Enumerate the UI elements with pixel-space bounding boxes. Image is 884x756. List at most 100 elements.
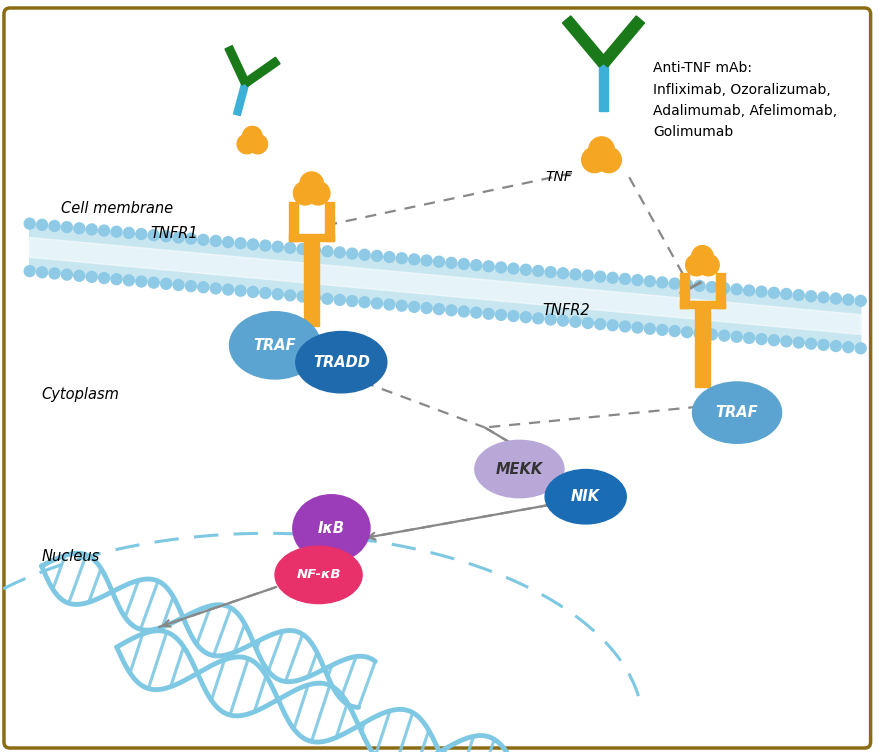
Bar — [325, 202, 334, 241]
Circle shape — [496, 262, 507, 273]
Circle shape — [644, 324, 655, 334]
Circle shape — [697, 254, 720, 276]
Circle shape — [260, 240, 271, 251]
Circle shape — [210, 283, 221, 294]
Circle shape — [830, 340, 842, 352]
Circle shape — [533, 265, 544, 277]
Circle shape — [186, 233, 196, 244]
Circle shape — [173, 232, 184, 243]
Circle shape — [669, 326, 680, 336]
Circle shape — [521, 311, 531, 323]
Circle shape — [818, 292, 829, 303]
Bar — [680, 273, 689, 308]
Circle shape — [731, 331, 743, 342]
Bar — [599, 16, 644, 67]
Circle shape — [691, 246, 713, 267]
Circle shape — [583, 318, 593, 328]
Circle shape — [198, 282, 209, 293]
Circle shape — [49, 221, 60, 231]
Circle shape — [260, 287, 271, 299]
Circle shape — [842, 342, 854, 352]
Circle shape — [459, 306, 469, 317]
Circle shape — [248, 239, 258, 249]
Text: Cell membrane: Cell membrane — [61, 201, 173, 216]
Bar — [680, 301, 725, 308]
Circle shape — [297, 291, 308, 302]
Circle shape — [285, 243, 295, 253]
Circle shape — [306, 181, 330, 205]
Circle shape — [396, 253, 408, 264]
Circle shape — [595, 319, 606, 330]
Circle shape — [545, 267, 556, 277]
Circle shape — [161, 231, 171, 242]
Circle shape — [768, 335, 780, 345]
Circle shape — [582, 147, 607, 173]
Circle shape — [359, 249, 370, 260]
Circle shape — [731, 284, 743, 295]
Circle shape — [471, 307, 482, 318]
Bar — [289, 202, 298, 241]
Circle shape — [781, 336, 792, 347]
Circle shape — [830, 293, 842, 304]
Circle shape — [818, 339, 829, 350]
Circle shape — [297, 243, 308, 255]
Circle shape — [632, 322, 643, 333]
Circle shape — [805, 338, 817, 349]
Circle shape — [272, 289, 283, 299]
Text: TNFR1: TNFR1 — [150, 226, 198, 241]
Circle shape — [756, 287, 767, 297]
Circle shape — [570, 317, 581, 327]
Ellipse shape — [296, 331, 387, 393]
Circle shape — [694, 328, 705, 339]
Circle shape — [99, 225, 110, 236]
Bar — [225, 45, 249, 85]
Circle shape — [242, 126, 263, 146]
Text: TRAF: TRAF — [716, 405, 758, 420]
Circle shape — [334, 295, 346, 305]
Circle shape — [694, 280, 705, 291]
Circle shape — [669, 278, 680, 289]
Circle shape — [459, 259, 469, 269]
Circle shape — [198, 234, 209, 245]
Circle shape — [309, 293, 320, 303]
Circle shape — [706, 329, 717, 340]
Circle shape — [384, 252, 395, 262]
Ellipse shape — [293, 494, 370, 562]
Circle shape — [484, 261, 494, 271]
Circle shape — [210, 236, 221, 246]
Circle shape — [743, 285, 755, 296]
Circle shape — [607, 320, 618, 330]
Circle shape — [322, 293, 332, 304]
Text: Anti-TNF mAb:
Infliximab, Ozoralizumab,
Adalimumab, Afelimomab,
Golimumab: Anti-TNF mAb: Infliximab, Ozoralizumab, … — [653, 61, 837, 139]
Circle shape — [235, 238, 246, 249]
Circle shape — [719, 283, 729, 293]
Ellipse shape — [692, 382, 781, 443]
Text: IκB: IκB — [318, 521, 345, 536]
Circle shape — [496, 309, 507, 321]
FancyBboxPatch shape — [4, 8, 871, 748]
Circle shape — [768, 287, 780, 298]
Circle shape — [682, 279, 692, 290]
Ellipse shape — [275, 546, 362, 603]
Circle shape — [334, 247, 346, 258]
Circle shape — [842, 294, 854, 305]
Circle shape — [161, 278, 171, 290]
Circle shape — [136, 276, 147, 287]
Circle shape — [62, 222, 72, 233]
Circle shape — [793, 290, 804, 301]
Circle shape — [124, 228, 134, 238]
Circle shape — [743, 333, 755, 343]
Circle shape — [471, 260, 482, 271]
Circle shape — [657, 277, 667, 288]
Circle shape — [682, 327, 692, 338]
Circle shape — [533, 313, 544, 324]
Circle shape — [644, 276, 655, 287]
Circle shape — [856, 296, 866, 306]
Bar — [695, 303, 710, 387]
Circle shape — [508, 263, 519, 274]
Circle shape — [99, 273, 110, 284]
Circle shape — [322, 246, 332, 257]
Circle shape — [136, 228, 147, 240]
Circle shape — [223, 237, 233, 247]
Bar — [304, 237, 319, 326]
